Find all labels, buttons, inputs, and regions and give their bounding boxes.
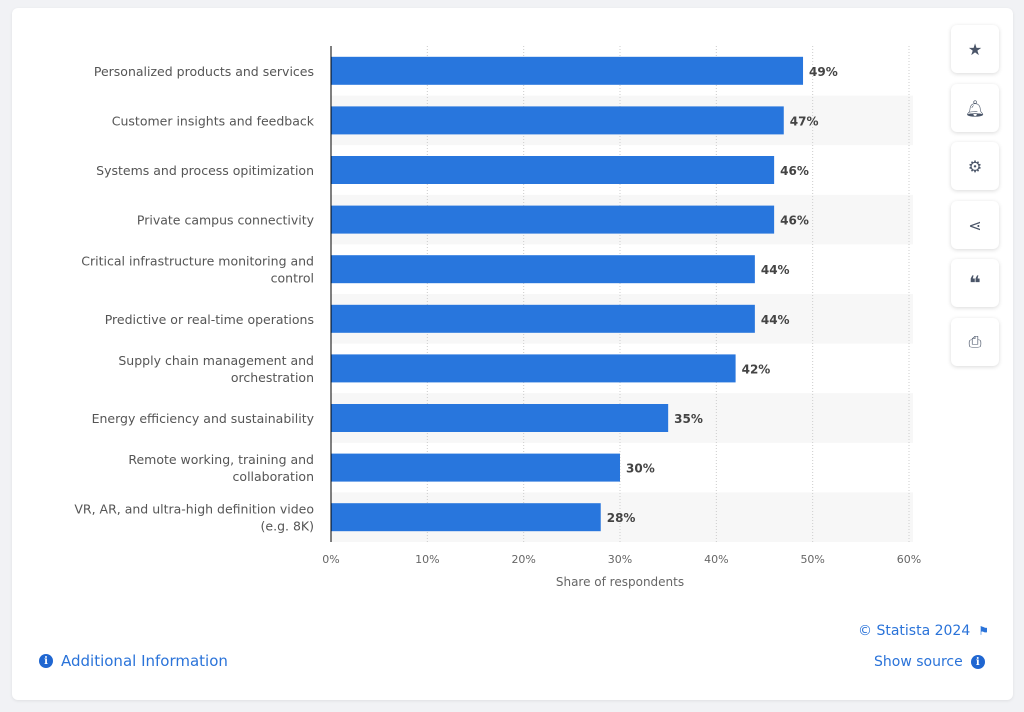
category-label: Systems and process opitimization bbox=[96, 163, 314, 178]
category-label: Private campus connectivity bbox=[137, 213, 315, 228]
x-tick-label: 0% bbox=[322, 553, 339, 566]
category-label: VR, AR, and ultra-high definition video bbox=[74, 502, 314, 517]
category-label: Energy efficiency and sustainability bbox=[92, 411, 315, 426]
data-label: 44% bbox=[761, 263, 790, 277]
settings-button[interactable]: ⚙ bbox=[951, 142, 999, 190]
print-button[interactable]: ⎙ bbox=[951, 318, 999, 366]
category-label: control bbox=[271, 271, 314, 286]
x-tick-label: 10% bbox=[415, 553, 439, 566]
flag-icon: ⚑ bbox=[978, 624, 989, 638]
additional-information-link[interactable]: i Additional Information bbox=[39, 652, 228, 670]
data-label: 46% bbox=[780, 214, 809, 228]
bar bbox=[331, 255, 755, 284]
bell-icon: 🔔︎ bbox=[964, 98, 986, 118]
share-button[interactable]: ⋖ bbox=[951, 201, 999, 249]
info-icon: i bbox=[39, 654, 53, 668]
category-label: Predictive or real-time operations bbox=[105, 312, 314, 327]
bar bbox=[331, 453, 620, 482]
show-source-link[interactable]: Show source i bbox=[874, 654, 985, 670]
x-tick-label: 20% bbox=[511, 553, 535, 566]
x-tick-label: 40% bbox=[704, 553, 728, 566]
category-label: Remote working, training and bbox=[128, 452, 314, 467]
category-label: orchestration bbox=[231, 370, 314, 385]
category-label: Supply chain management and bbox=[118, 353, 314, 368]
bar bbox=[331, 205, 775, 234]
x-tick-label: 30% bbox=[608, 553, 632, 566]
cite-button[interactable]: ❝ bbox=[951, 259, 999, 307]
gear-icon: ⚙ bbox=[967, 156, 983, 176]
share-icon: ⋖ bbox=[968, 215, 982, 235]
data-label: 35% bbox=[674, 412, 703, 426]
data-label: 28% bbox=[607, 511, 636, 525]
copyright-text: © Statista 2024 bbox=[858, 623, 971, 639]
favorite-button[interactable]: ★ bbox=[951, 25, 999, 73]
x-tick-label: 50% bbox=[800, 553, 824, 566]
star-icon: ★ bbox=[967, 39, 983, 59]
bar bbox=[331, 354, 736, 383]
bar bbox=[331, 106, 784, 135]
category-label: Personalized products and services bbox=[94, 64, 314, 79]
notification-button[interactable]: 🔔︎ bbox=[951, 84, 999, 132]
data-label: 30% bbox=[626, 462, 655, 476]
print-icon: ⎙ bbox=[968, 332, 982, 351]
x-axis-label: Share of respondents bbox=[556, 575, 684, 589]
data-label: 49% bbox=[809, 65, 838, 79]
category-label: Critical infrastructure monitoring and bbox=[81, 254, 314, 269]
data-label: 44% bbox=[761, 313, 790, 327]
info-icon: i bbox=[970, 655, 985, 669]
show-source-text: Show source bbox=[874, 654, 963, 670]
quote-icon: ❝ bbox=[969, 271, 981, 295]
bar bbox=[331, 156, 775, 184]
x-tick-label: 60% bbox=[897, 553, 921, 566]
additional-info-text: Additional Information bbox=[61, 652, 228, 670]
bar bbox=[331, 404, 669, 432]
category-label: Customer insights and feedback bbox=[112, 113, 315, 128]
statista-copyright[interactable]: © Statista 2024 ⚑ bbox=[858, 623, 989, 639]
data-label: 46% bbox=[780, 164, 809, 178]
bar bbox=[331, 56, 804, 85]
data-label: 47% bbox=[790, 114, 819, 128]
data-label: 42% bbox=[742, 362, 771, 376]
category-label: collaboration bbox=[233, 469, 314, 484]
bar bbox=[331, 503, 601, 532]
bar bbox=[331, 304, 755, 333]
category-label: (e.g. 8K) bbox=[261, 519, 314, 534]
